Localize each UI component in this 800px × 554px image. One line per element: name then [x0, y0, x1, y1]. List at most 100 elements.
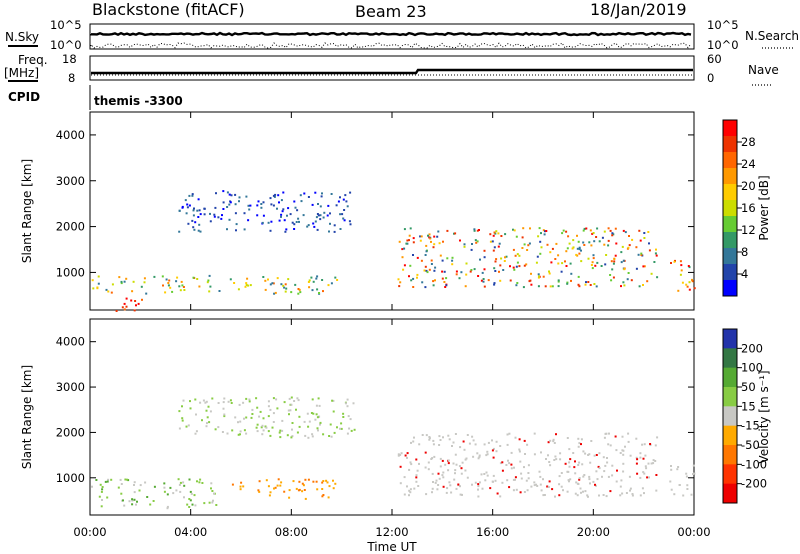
data-cell	[397, 278, 400, 281]
data-cell	[179, 490, 182, 493]
data-cell	[433, 243, 436, 246]
data-cell	[192, 209, 195, 212]
data-cell	[431, 491, 433, 494]
data-cell	[137, 302, 140, 305]
data-cell	[288, 496, 291, 499]
colorbar-segment	[723, 280, 737, 297]
data-cell	[568, 480, 570, 483]
data-cell	[454, 469, 457, 472]
data-cell	[307, 425, 310, 428]
data-cell	[682, 494, 685, 497]
data-cell	[186, 503, 189, 506]
data-cell	[349, 223, 352, 226]
data-cell	[195, 413, 197, 416]
data-cell	[481, 271, 484, 274]
data-cell	[276, 277, 279, 280]
data-cell	[270, 203, 273, 206]
data-cell	[191, 503, 194, 506]
data-cell	[168, 279, 171, 282]
data-cell	[208, 290, 211, 293]
data-cell	[570, 272, 573, 275]
data-cell	[342, 416, 345, 418]
power-colorbar-label: Power [dB]	[757, 175, 771, 240]
beam-title: Beam 23	[355, 2, 427, 21]
data-cell	[472, 455, 475, 458]
data-cell	[191, 219, 194, 222]
colorbar-tick-label: 28	[741, 135, 756, 149]
data-cell	[96, 287, 99, 290]
data-cell	[283, 401, 286, 404]
data-cell	[499, 279, 502, 282]
data-cell	[420, 235, 423, 238]
data-cell	[424, 466, 427, 469]
data-cell	[655, 254, 658, 257]
data-cell	[249, 284, 252, 287]
data-cell	[536, 485, 539, 487]
data-cell	[669, 480, 672, 483]
data-cell	[542, 275, 545, 278]
data-cell	[474, 481, 477, 484]
data-cell	[568, 461, 571, 464]
data-cell	[269, 491, 272, 494]
data-cell	[557, 262, 560, 265]
data-cell	[441, 259, 444, 262]
data-cell	[654, 444, 657, 447]
data-cell	[222, 401, 225, 404]
data-cell	[584, 283, 587, 286]
data-cell	[194, 398, 197, 401]
data-cell	[410, 279, 413, 282]
data-cell	[648, 476, 650, 479]
data-cell	[251, 408, 254, 411]
data-cell	[459, 493, 462, 496]
data-cell	[516, 253, 519, 256]
xtick-label: 16:00	[476, 525, 509, 539]
data-cell	[647, 462, 650, 465]
data-cell	[319, 205, 322, 208]
data-cell	[409, 461, 412, 464]
data-cell	[211, 501, 214, 504]
data-cell	[307, 478, 310, 481]
data-cell	[537, 285, 540, 288]
data-cell	[614, 435, 617, 438]
data-cell	[242, 485, 245, 488]
data-cell	[647, 231, 650, 233]
data-cell	[197, 198, 200, 201]
data-cell	[196, 480, 198, 483]
data-cell	[507, 459, 509, 462]
data-cell	[175, 489, 178, 492]
data-cell	[152, 500, 155, 502]
data-cell	[561, 232, 564, 235]
data-cell	[315, 277, 318, 280]
data-cell	[555, 242, 558, 245]
data-cell	[566, 247, 569, 250]
data-cell	[226, 206, 229, 208]
data-cell	[303, 420, 306, 423]
data-cell	[548, 270, 550, 273]
data-cell	[106, 480, 109, 483]
data-cell	[655, 489, 658, 492]
data-cell	[188, 498, 191, 500]
data-cell	[447, 459, 450, 462]
data-cell	[567, 479, 570, 482]
data-cell	[329, 423, 332, 426]
data-cell	[188, 204, 191, 207]
data-cell	[226, 228, 228, 231]
data-cell	[566, 437, 569, 439]
data-cell	[317, 203, 319, 205]
power-colorbar: 28 24 20 16 12 8 4	[722, 119, 756, 297]
data-cell	[573, 466, 576, 469]
data-cell	[188, 506, 191, 508]
data-cell	[406, 452, 409, 455]
data-cell	[582, 450, 585, 453]
data-cell	[332, 410, 335, 413]
data-cell	[503, 260, 506, 262]
colorbar-tick-label: 12	[741, 223, 756, 237]
data-cell	[132, 280, 135, 283]
data-cell	[558, 475, 561, 478]
data-cell	[530, 272, 532, 275]
colorbar-segment	[723, 136, 737, 153]
data-cell	[176, 276, 179, 279]
data-cell	[333, 224, 336, 227]
data-cell	[430, 259, 433, 262]
